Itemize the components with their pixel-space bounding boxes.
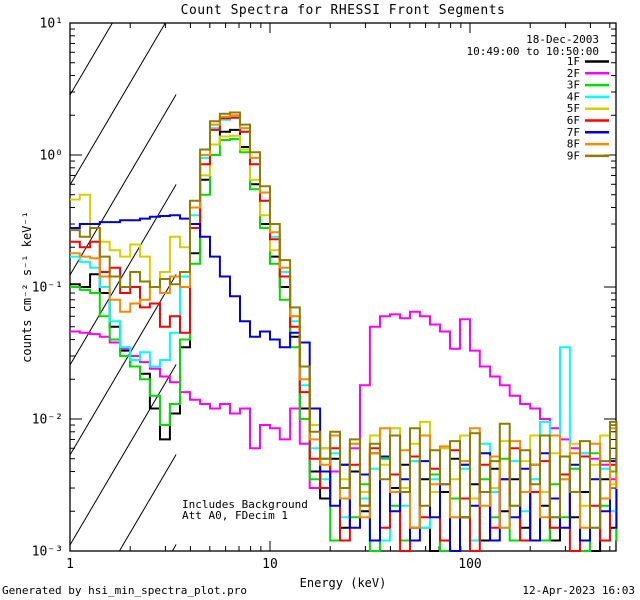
axis-ticks <box>69 22 616 552</box>
x-tick-label: 100 <box>458 557 481 572</box>
series-curve-8F <box>70 114 618 529</box>
hatched-region <box>70 23 177 551</box>
legend-label-4F: 4F <box>567 90 580 103</box>
series-curves <box>70 111 618 552</box>
page-title: Count Spectra for RHESSI Front Segments <box>180 3 506 18</box>
series-curve-3F <box>70 138 618 552</box>
legend-label-8F: 8F <box>567 138 580 151</box>
axis-tick-labels: 1 10 100 10¹ 10⁰ 10⁻¹ 10⁻² 10⁻³ <box>32 17 482 573</box>
series-curve-5F <box>70 134 618 507</box>
plot-annotation: Includes Background Att A0, FDecim 1 <box>182 499 308 521</box>
y-tick-label: 10⁻³ <box>32 545 63 560</box>
legend-label-1F: 1F <box>567 55 580 68</box>
series-curve-7F <box>70 214 618 552</box>
observation-time-range: 10:49:00 to 10:50:00 <box>466 44 599 58</box>
y-tick-label: 10⁰ <box>40 149 63 164</box>
y-axis-label: counts cm⁻² s⁻¹ keV⁻¹ <box>20 211 34 363</box>
series-curve-9F <box>70 111 618 529</box>
series-curve-6F <box>70 116 618 552</box>
generated-by-text: Generated by hsi_min_spectra_plot.pro <box>2 584 248 597</box>
legend-label-2F: 2F <box>567 67 580 80</box>
legend-label-3F: 3F <box>567 79 580 92</box>
annotation-attenuator: Att A0, FDecim 1 <box>182 509 288 522</box>
series-curve-2F <box>70 310 618 489</box>
observation-header: 18-Dec-2003 10:49:00 to 10:50:00 <box>467 34 599 57</box>
render-timestamp: 12-Apr-2023 16:03 <box>522 584 635 597</box>
x-tick-label: 1 <box>66 557 74 572</box>
legend-label-9F: 9F <box>567 149 580 162</box>
y-tick-label: 10⁻² <box>32 413 63 428</box>
x-tick-label: 10 <box>262 557 278 572</box>
series-curve-4F <box>70 117 618 542</box>
annotation-background: Includes Background <box>182 498 308 511</box>
legend-label-7F: 7F <box>567 126 580 139</box>
y-tick-label: 10¹ <box>40 17 63 32</box>
x-axis-label: Energy (keV) <box>299 576 387 590</box>
legend-label-5F: 5F <box>567 102 580 115</box>
legend-label-6F: 6F <box>567 114 580 127</box>
y-tick-label: 10⁻¹ <box>32 281 63 296</box>
observation-date: 18-Dec-2003 <box>526 33 599 46</box>
